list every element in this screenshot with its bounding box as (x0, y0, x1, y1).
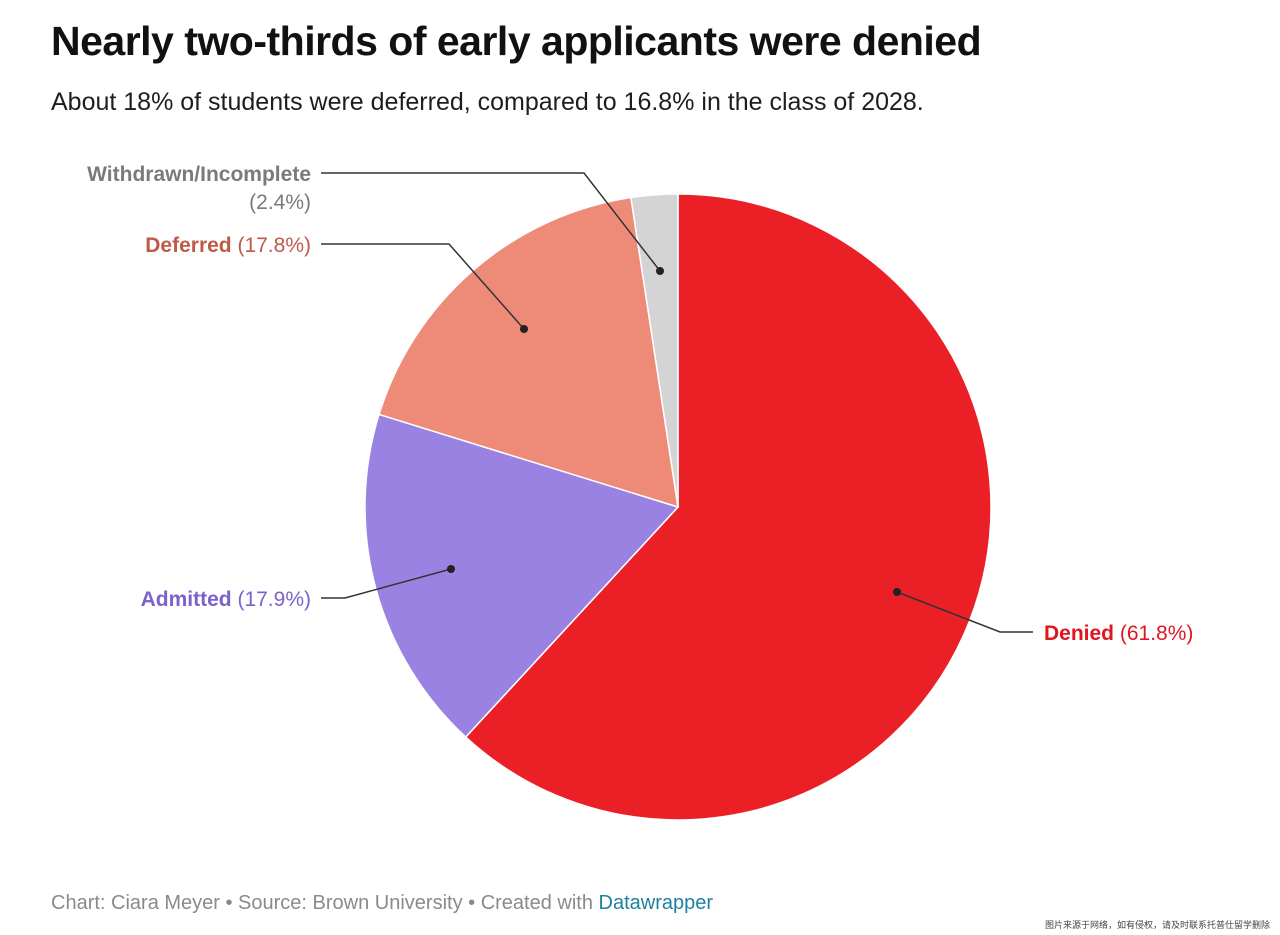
leader-dot (656, 267, 664, 275)
slice-label: Admitted (17.9%) (141, 588, 311, 611)
watermark-text: 图片来源于网络，如有侵权，请及时联系托普仕留学删除 (1044, 920, 1270, 930)
chart-title: Nearly two-thirds of early applicants we… (51, 18, 982, 64)
chart-subtitle: About 18% of students were deferred, com… (51, 88, 924, 116)
slice-label-name: Admitted (141, 588, 232, 611)
pie-slice-deferred (378, 196, 679, 509)
leader-dot (520, 325, 528, 333)
pie-slice-admitted (364, 413, 680, 739)
leader-line (321, 243, 525, 330)
slice-label: Deferred (17.8%) (145, 234, 311, 257)
pie-slice-withdrawn-incomplete (630, 193, 679, 508)
slice-label-value: (17.9%) (232, 588, 311, 611)
leader-line (896, 591, 1033, 633)
leader-dot (447, 565, 455, 573)
slice-label: Denied (61.8%) (1044, 622, 1193, 645)
footer-credit: Chart: Ciara Meyer • Source: Brown Unive… (51, 892, 599, 914)
datawrapper-link[interactable]: Datawrapper (598, 892, 714, 914)
leader-dot (893, 588, 901, 596)
slice-label-name: Withdrawn/Incomplete (87, 163, 311, 186)
leader-line (321, 568, 452, 599)
leader-line (321, 172, 661, 272)
chart-footer: Chart: Ciara Meyer • Source: Brown Unive… (51, 892, 713, 915)
slice-label: Withdrawn/Incomplete (2.4%) (87, 163, 311, 214)
slice-label-name: Deferred (145, 234, 231, 257)
slice-label-value: (17.8%) (232, 234, 311, 257)
slice-label-value: (61.8%) (1114, 622, 1193, 645)
slice-label-name: Denied (1044, 622, 1114, 645)
slice-label-value: (2.4%) (249, 191, 311, 214)
